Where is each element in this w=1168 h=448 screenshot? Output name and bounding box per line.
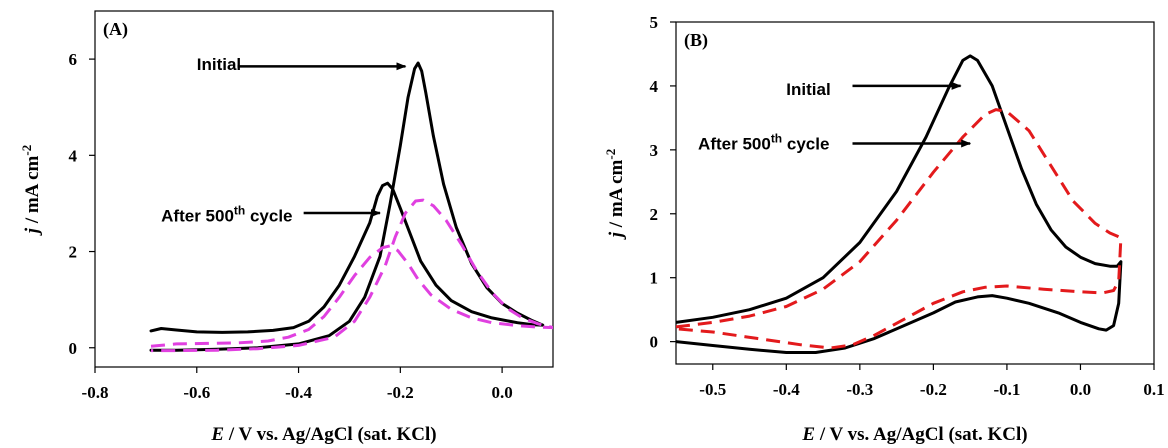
x-tick-label: -0.2 — [387, 383, 414, 402]
x-tick-label: -0.1 — [993, 380, 1020, 399]
x-tick-label: 0.1 — [1143, 380, 1164, 399]
series-line-initial — [149, 61, 545, 352]
x-tick-label: -0.5 — [699, 380, 726, 399]
plot-frame — [94, 10, 554, 368]
y-tick-label: 0 — [650, 333, 659, 352]
y-axis-title: j / mA cm-2 — [603, 149, 627, 240]
series-line-after-cycling — [150, 198, 553, 353]
y-tick-label: 1 — [650, 269, 659, 288]
annotation-label: After 500th cycle — [698, 131, 829, 153]
panel-label: (A) — [103, 19, 128, 40]
y-tick-label: 5 — [650, 13, 659, 32]
x-axis-title: E / V vs. Ag/AgCl (sat. KCl) — [210, 424, 436, 445]
chart-panel-b: -0.5 -0.4 -0.3 -0.2 -0.1 0.0 0.1 0 1 2 3 4 5 E / V vs… — [603, 13, 1165, 445]
y-tick-label: 6 — [69, 50, 78, 69]
y-tick-label: 3 — [650, 141, 659, 160]
x-axis-title: E / V vs. Ag/AgCl (sat. KCl) — [801, 424, 1027, 445]
annotation-label: Initial — [786, 80, 830, 99]
y-axis-title: j / mA cm-2 — [19, 145, 43, 236]
chart-panel-a: -0.8 -0.6 -0.4 -0.2 0.0 0 2 4 6 E / V vs. Ag/AgCl… — [19, 10, 554, 445]
panel-label: (B) — [684, 30, 708, 51]
x-tick-label: -0.4 — [285, 383, 312, 402]
x-tick-label: 0.0 — [1070, 380, 1091, 399]
x-tick-label: -0.2 — [920, 380, 947, 399]
x-tick-label: -0.6 — [183, 383, 210, 402]
x-tick-label: -0.8 — [82, 383, 109, 402]
y-tick-label: 4 — [650, 77, 659, 96]
annotation-label: Initial — [197, 55, 241, 74]
y-tick-label: 2 — [69, 243, 78, 262]
x-tick-label: -0.3 — [846, 380, 873, 399]
y-tick-label: 0 — [69, 339, 78, 358]
plot-frame — [675, 21, 1155, 365]
annotation-label: After 500th cycle — [161, 203, 292, 225]
x-tick-label: -0.4 — [773, 380, 800, 399]
y-tick-label: 4 — [69, 146, 78, 165]
x-tick-label: 0.0 — [491, 383, 512, 402]
series-line-after-cycling — [676, 108, 1123, 350]
y-tick-label: 2 — [650, 205, 659, 224]
series-line-initial — [676, 54, 1123, 354]
